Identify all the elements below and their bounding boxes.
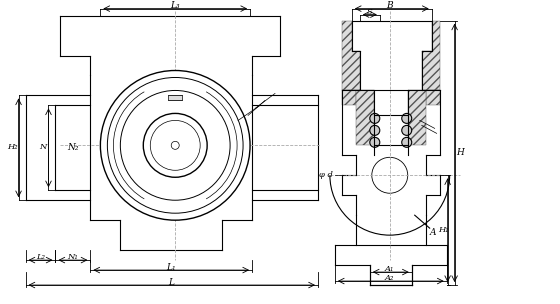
Text: A: A [430,228,436,237]
Polygon shape [342,91,356,105]
Text: H₂: H₂ [7,143,18,151]
Circle shape [372,157,408,193]
Circle shape [100,71,250,220]
Text: L₂: L₂ [36,253,45,261]
Polygon shape [342,21,360,91]
Text: N₂: N₂ [67,143,78,152]
Circle shape [370,113,380,123]
Circle shape [171,141,179,149]
Circle shape [150,120,200,170]
Bar [168,95,182,100]
Circle shape [402,137,412,147]
Text: A₂: A₂ [385,274,394,282]
Text: φ d: φ d [319,171,333,179]
Circle shape [108,78,243,213]
Polygon shape [408,91,426,145]
Circle shape [120,91,230,200]
Text: L₃: L₃ [170,1,180,10]
Text: B: B [386,1,393,10]
Polygon shape [422,21,440,91]
Circle shape [143,113,207,177]
Polygon shape [426,91,440,105]
Text: N₁: N₁ [67,253,78,261]
Polygon shape [356,91,374,145]
Text: N: N [39,143,46,151]
Text: H₁: H₁ [438,226,449,234]
Circle shape [370,125,380,135]
Circle shape [402,125,412,135]
Circle shape [370,137,380,147]
Text: H: H [456,148,464,157]
Text: L: L [168,278,174,287]
Text: A₁: A₁ [385,265,394,273]
Text: L₁: L₁ [166,263,176,271]
Circle shape [402,113,412,123]
Text: S: S [367,8,373,16]
